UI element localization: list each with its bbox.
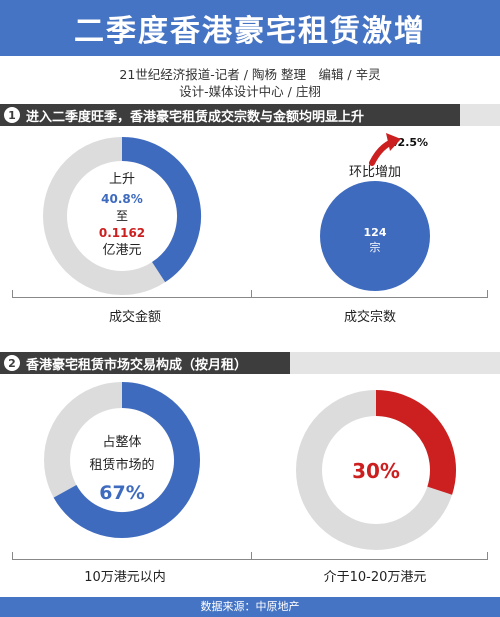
page-title: 二季度香港豪宅租赁激增 bbox=[74, 14, 426, 49]
chart-3-label-1: 占整体 bbox=[102, 435, 141, 450]
chart-2-caption: 成交宗数 bbox=[343, 310, 396, 325]
section-2-bar-fill bbox=[0, 352, 290, 374]
chart-4-slice bbox=[375, 390, 456, 495]
chart-1-value-pct: 40.8% bbox=[101, 192, 143, 206]
chart-3-value: 67% bbox=[99, 482, 144, 504]
credits-line-1: 21世纪经济报道-记者 / 陶杨 整理 编辑 / 辛灵 bbox=[119, 67, 381, 82]
chart-3-label-2: 租赁市场的 bbox=[89, 457, 154, 473]
section-1-bracket bbox=[12, 290, 488, 298]
growth-arrow-head-icon bbox=[386, 133, 401, 151]
chart-1-label-unit: 亿港元 bbox=[102, 243, 141, 258]
chart-2-annotation-label: 环比增加 bbox=[349, 165, 401, 180]
section-1-bar-fill bbox=[0, 104, 460, 126]
section-1-number: 1 bbox=[4, 107, 20, 123]
section-2-title: 香港豪宅租赁市场交易构成（按月租） bbox=[26, 357, 248, 373]
credits-line-2: 设计-媒体设计中心 / 庄栩 bbox=[179, 84, 321, 99]
chart-3-slice bbox=[53, 382, 200, 538]
section-2-header: 2 香港豪宅租赁市场交易构成（按月租） bbox=[0, 352, 500, 374]
section-2-number: 2 bbox=[4, 355, 20, 371]
section-1-title: 进入二季度旺季，香港豪宅租赁成交宗数与金额均明显上升 bbox=[26, 109, 365, 125]
chart-1-label-rise: 上升 bbox=[109, 172, 135, 187]
chart-1-value-amount: 0.1162 bbox=[99, 226, 145, 240]
section-1-header: 1 进入二季度旺季，香港豪宅租赁成交宗数与金额均明显上升 bbox=[0, 104, 500, 126]
chart-1-label-to: 至 bbox=[116, 209, 128, 223]
chart-4-value: 30% bbox=[352, 459, 400, 483]
chart-4-caption: 介于10-20万港元 bbox=[323, 570, 427, 585]
chart-2-circle bbox=[320, 181, 430, 291]
section-2-bracket bbox=[12, 552, 488, 560]
header-banner: 二季度香港豪宅租赁激增 bbox=[0, 0, 500, 56]
chart-1-slice bbox=[121, 137, 201, 283]
source-footer: 数据来源：中原地产 bbox=[0, 597, 500, 617]
chart-2-value: 124 bbox=[364, 226, 387, 239]
chart-1-caption: 成交金额 bbox=[108, 310, 161, 325]
chart-2-unit: 宗 bbox=[370, 240, 381, 254]
chart-3-caption: 10万港元以内 bbox=[84, 570, 166, 585]
